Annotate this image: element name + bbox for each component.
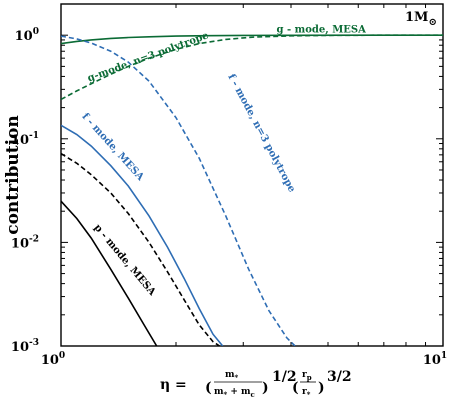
corner-label-main: 1M — [405, 10, 428, 25]
x-label-prefix: η = — [160, 377, 187, 393]
corner-label: 1M⊙ — [405, 10, 437, 28]
x-tick-label: 101 — [423, 351, 447, 368]
frac1-numerator: m* — [225, 370, 239, 382]
y-tick-label: 10-2 — [11, 234, 39, 251]
y-axis-label: contribution — [3, 115, 23, 235]
series-line-3 — [61, 124, 224, 346]
paren-close-2: ) — [318, 380, 325, 396]
y-tick-label: 10-3 — [11, 338, 39, 355]
series-line-2 — [61, 35, 296, 346]
corner-label-sub: ⊙ — [428, 17, 436, 28]
paren-open-1: ( — [205, 380, 212, 396]
plot-frame — [60, 3, 444, 347]
paren-close-1: ) — [262, 380, 269, 396]
annotation-0: g - mode, MESA — [277, 25, 367, 36]
series-line-0 — [61, 34, 443, 45]
frac1-denominator: m* + mc — [214, 387, 255, 399]
paren-open-2: ( — [292, 380, 299, 396]
series-line-1 — [61, 34, 443, 101]
y-tick-label: 10-1 — [11, 131, 39, 148]
exp2: 3/2 — [327, 369, 352, 385]
series-layer — [61, 34, 443, 346]
frac2-numerator: rp — [302, 370, 312, 382]
ticks-layer: 100 101 100 10-1 10-2 10-3 — [11, 3, 447, 368]
frac2-denominator: r* — [302, 387, 311, 399]
x-axis-label: η = ( m* m* + mc ) 1/2 ( rp r* ) 3/2 — [160, 369, 352, 399]
series-line-5 — [61, 200, 158, 346]
y-tick-label: 100 — [15, 27, 39, 44]
x-tick-label: 100 — [41, 351, 65, 368]
exp1: 1/2 — [272, 369, 297, 385]
